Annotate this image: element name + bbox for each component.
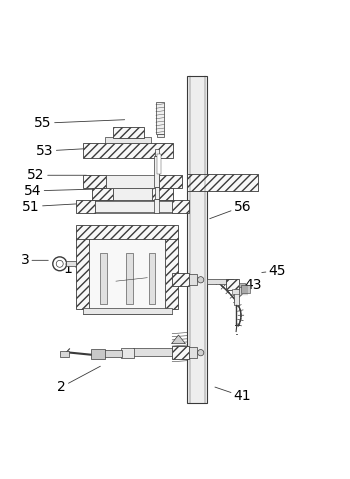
Bar [76,238,89,309]
Bar [155,187,159,199]
Bar [100,253,107,304]
Bar [154,199,159,213]
Bar [149,253,155,304]
Bar [112,188,153,200]
Bar [105,137,152,143]
Text: 1: 1 [64,260,100,276]
Text: 45: 45 [262,264,286,278]
Text: 53: 53 [36,144,107,158]
Bar [106,174,159,188]
Bar [89,238,164,309]
Text: 43: 43 [238,278,262,298]
Bar [104,350,122,357]
Bar [232,289,239,295]
Text: 2: 2 [57,366,100,394]
Bar [83,143,173,158]
Text: 41: 41 [215,387,251,403]
Bar [157,154,161,173]
Bar [61,351,69,357]
Circle shape [197,277,204,283]
Bar [156,134,163,137]
Bar [76,225,178,240]
Bar [76,200,95,214]
Polygon shape [172,335,186,343]
Bar [126,253,133,304]
Bar [189,274,197,285]
Bar [172,200,189,214]
Bar [189,347,197,358]
Bar [95,201,172,212]
Bar [154,156,159,187]
Text: 55: 55 [34,116,125,130]
Bar [234,289,239,306]
Text: 56: 56 [210,200,251,219]
Bar [164,238,178,309]
Bar [156,103,164,134]
Circle shape [197,350,204,356]
Bar [153,188,173,200]
Bar [207,279,233,285]
Text: 54: 54 [24,184,93,198]
Bar [239,283,245,287]
Bar [241,285,250,293]
Bar [172,346,189,359]
Bar [92,188,112,200]
Text: 52: 52 [27,168,86,182]
Bar [187,173,258,191]
Bar [91,349,105,359]
Text: 3: 3 [21,253,48,267]
Bar [112,127,144,138]
Bar [159,174,182,188]
Bar [155,149,159,156]
Bar [133,348,172,356]
Bar [83,308,172,314]
Text: 51: 51 [22,200,92,214]
Bar [121,348,134,357]
Bar [66,262,76,266]
Bar [83,174,106,188]
Bar [187,76,207,403]
Bar [226,279,239,289]
Bar [172,273,189,286]
